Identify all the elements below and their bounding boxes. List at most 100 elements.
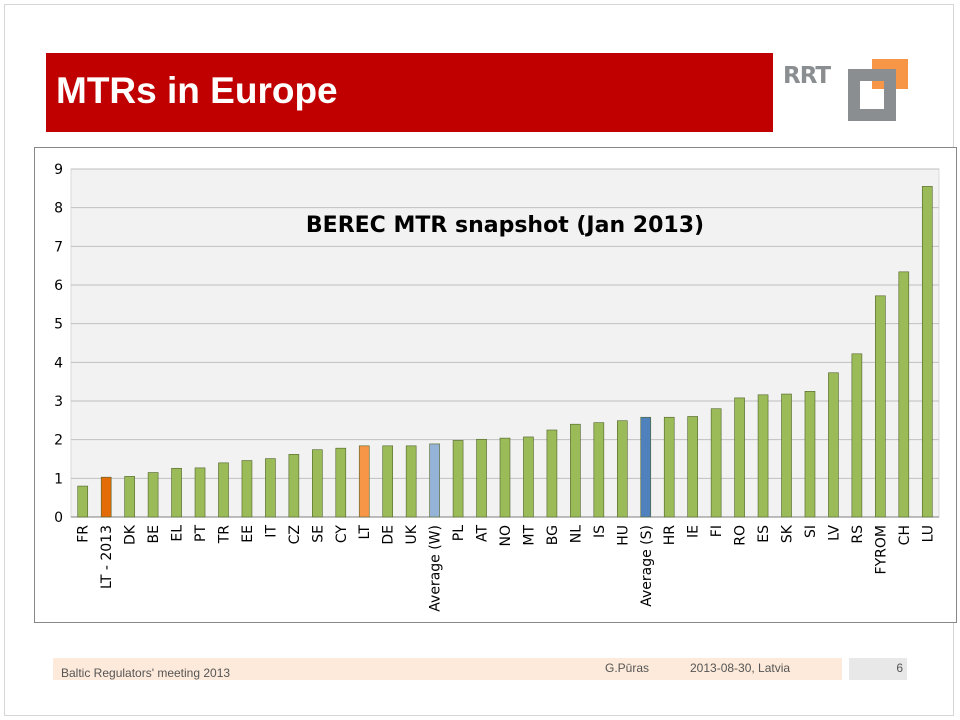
y-tick-label: 7 [54, 239, 63, 255]
y-tick-label: 3 [54, 394, 63, 410]
bar-fr [77, 485, 89, 518]
y-tick-label: 2 [54, 433, 63, 449]
bar-rs [851, 353, 863, 518]
x-tick-label: DE [381, 525, 397, 545]
bar-mt [523, 436, 534, 518]
x-tick-label: EE [240, 525, 256, 543]
bar-at [476, 438, 487, 518]
x-tick-label: LT - 2013 [99, 525, 115, 589]
x-tick-label: AT [475, 525, 491, 542]
bar-fyrom [875, 295, 886, 518]
slide-title: MTRs in Europe [56, 70, 338, 111]
x-tick-label: HR [662, 525, 678, 546]
bar-lu [921, 186, 933, 518]
footer-meeting-label: Baltic Regulators' meeting 2013 [61, 666, 231, 680]
x-tick-label: IS [592, 525, 608, 538]
bar-tr [218, 462, 229, 518]
bar-bg [546, 429, 558, 518]
bar-average-s [640, 416, 652, 518]
bar-ro [734, 397, 745, 518]
x-tick-label: BE [146, 525, 162, 543]
bar-be [147, 472, 159, 518]
title-bar: MTRs in Europe [46, 53, 773, 132]
bar-cy [335, 447, 347, 518]
bar-el [171, 467, 182, 518]
x-tick-label: IT [263, 525, 279, 538]
x-tick-label: SK [780, 524, 796, 543]
bar-pt [194, 467, 206, 518]
chart-title: BEREC MTR snapshot (Jan 2013) [306, 213, 704, 238]
y-tick-label: 1 [54, 471, 63, 487]
bar-sk [781, 393, 792, 518]
bar-lv [828, 372, 839, 518]
bar-uk [405, 445, 417, 518]
y-tick-label: 8 [54, 201, 63, 217]
y-tick-label: 6 [54, 278, 63, 294]
x-tick-label: PL [451, 525, 467, 541]
y-tick-label: 5 [54, 317, 63, 333]
x-axis-ticks: FR LT - 2013 DK BE EL PT TR EE IT CZ SE CY LT DE UK Ave… [76, 524, 937, 612]
x-tick-label: LT [357, 525, 373, 540]
x-tick-label: TR [216, 525, 232, 545]
bar-se [312, 449, 323, 518]
footer-bar: Baltic Regulators' meeting 2013 G.Pūras … [53, 658, 842, 680]
x-tick-label: CZ [287, 525, 303, 544]
x-tick-label: FR [76, 525, 92, 543]
x-tick-label: DK [123, 524, 139, 545]
bar-chart: 0 1 2 3 4 5 6 7 8 9 FR LT - 2013 DK BE EL PT TR EE IT CZ SE… [54, 162, 940, 612]
bar-no [499, 437, 511, 518]
x-tick-label: EL [170, 525, 186, 542]
bar-ie [687, 416, 698, 518]
bar-cz [288, 454, 300, 518]
x-tick-label: Average (S) [639, 525, 655, 607]
bar-average-w [429, 443, 440, 518]
x-tick-label: MT [521, 525, 537, 546]
x-tick-label: FI [709, 525, 725, 537]
chart-container: 0 1 2 3 4 5 6 7 8 9 FR LT - 2013 DK BE EL PT TR EE IT CZ SE… [34, 147, 957, 623]
bar-pl [452, 440, 464, 518]
bar-nl [570, 423, 581, 518]
y-axis-ticks: 0 1 2 3 4 5 6 7 8 9 [54, 162, 63, 526]
y-tick-label: 0 [54, 510, 63, 526]
bar-hr [663, 416, 675, 518]
bar-ee [241, 460, 253, 518]
x-tick-label: NO [498, 525, 514, 547]
logo-grey-frame [848, 69, 896, 121]
x-tick-label: UK [404, 524, 420, 544]
x-tick-label: ES [756, 525, 772, 543]
x-tick-label: LU [920, 525, 936, 542]
logo-icon [848, 59, 908, 121]
bar-ch [898, 271, 910, 518]
x-tick-label: FYROM [873, 525, 889, 574]
x-tick-label: Average (W) [428, 525, 444, 612]
footer-author: G.Pūras [605, 661, 650, 675]
footer-date: 2013-08-30, Latvia [690, 661, 791, 675]
x-tick-label: LV [826, 525, 842, 541]
x-tick-label: NL [568, 525, 584, 543]
bar-lt-2013 [100, 476, 112, 518]
x-tick-label: IE [686, 525, 702, 538]
page-number-box: 6 [849, 658, 907, 680]
bar-de [382, 445, 394, 518]
bars [77, 186, 933, 518]
x-tick-label: CY [334, 525, 350, 544]
bar-hu [616, 420, 628, 518]
x-tick-label: PT [193, 525, 209, 542]
x-tick-label: RO [733, 525, 749, 546]
page-number: 6 [896, 661, 903, 675]
logo-text: RRT [783, 63, 831, 89]
bar-si [804, 391, 816, 518]
bar-es [757, 394, 769, 518]
x-tick-label: HU [615, 525, 631, 546]
bar-lt [358, 445, 370, 518]
x-tick-label: CH [897, 525, 913, 545]
x-tick-label: RS [850, 525, 866, 544]
x-tick-label: SE [310, 525, 326, 543]
y-tick-label: 9 [54, 162, 63, 178]
bar-dk [124, 476, 135, 518]
y-tick-label: 4 [54, 355, 63, 371]
x-tick-label: BG [545, 525, 561, 545]
x-tick-label: SI [803, 525, 819, 538]
bar-fi [710, 408, 722, 518]
bar-is [593, 422, 605, 518]
